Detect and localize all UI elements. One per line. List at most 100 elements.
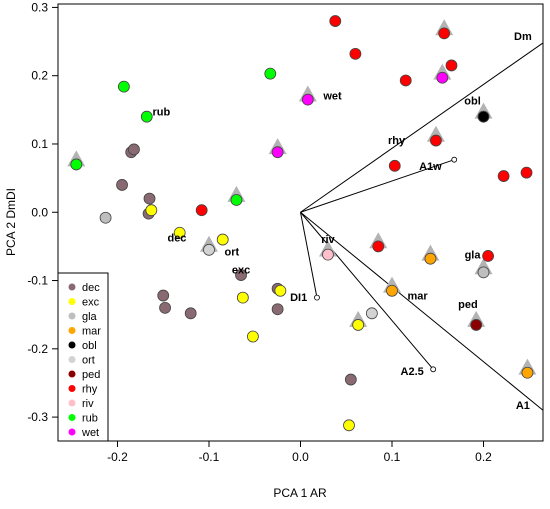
loading-vectors [300, 42, 544, 411]
point-rub [264, 67, 277, 80]
annotation-mar: mar [408, 291, 429, 303]
annotation-rub: rub [153, 106, 171, 118]
vector-line [300, 211, 434, 370]
annotation-rhy: rhy [388, 135, 406, 147]
legend-swatch-mar [68, 327, 76, 334]
annotation-ort: ort [225, 246, 240, 258]
point-dec [235, 269, 247, 281]
point-exc [236, 291, 249, 304]
point-dec [159, 301, 171, 314]
point-dec [128, 143, 140, 156]
legend-swatch-ort [68, 356, 76, 363]
point-rhy [195, 204, 208, 217]
annotation-DI1: DI1 [290, 292, 307, 304]
point-rhy [482, 250, 494, 262]
point-dec [184, 307, 197, 320]
vector-end-marker [430, 366, 437, 373]
point-mar [424, 252, 437, 265]
annotation-exc: exc [232, 265, 250, 277]
point-wet [301, 93, 314, 106]
point-dec [271, 303, 284, 316]
legend-label-obl: obl [82, 340, 97, 352]
y-tick-label: -0.2 [27, 342, 48, 356]
point-mar [521, 366, 534, 379]
annotation-dec: dec [167, 233, 186, 245]
point-dec [116, 179, 128, 191]
point-rhy [520, 166, 533, 179]
point-rub [117, 80, 130, 93]
legend-swatch-ped [68, 370, 76, 378]
group-labels: rub wet rhy obl dec ort exc riv gla mar ped Dm A1w DI… [153, 31, 532, 412]
point-ort [365, 307, 378, 320]
legend-swatch-obl [68, 341, 76, 349]
y-tick-label: 0.1 [31, 137, 48, 151]
annotation-obl: obl [464, 95, 481, 107]
legend-label-exc: exc [82, 297, 100, 309]
annotation-gla: gla [465, 250, 482, 262]
triangle-markers [67, 19, 537, 375]
point-ped [470, 319, 483, 331]
vector-end-marker [451, 156, 458, 163]
annotation-ped: ped [458, 299, 478, 311]
x-tick-label: 0.2 [475, 450, 492, 464]
data-points [70, 15, 534, 432]
point-gla [99, 211, 112, 224]
vector-line [300, 42, 544, 213]
legend-swatch-exc [68, 298, 76, 305]
point-rhy [349, 47, 362, 60]
point-rhy [438, 27, 451, 40]
legend-box [57, 272, 109, 442]
legend-label-riv: riv [82, 398, 94, 410]
point-rhy [372, 240, 385, 253]
legend-label-ort: ort [82, 355, 95, 367]
legend-label-mar: mar [82, 326, 101, 338]
legend-label-rub: rub [82, 413, 98, 425]
legend-label-dec: dec [82, 282, 100, 294]
x-axis: -0.2 -0.1 0.0 0.1 0.2 [107, 441, 492, 464]
point-exc [274, 284, 287, 297]
point-rhy [430, 134, 442, 147]
vector-line [300, 212, 318, 298]
vector-line [300, 211, 544, 411]
point-wet [271, 146, 284, 159]
point-rhy [388, 159, 401, 172]
point-rhy [445, 59, 458, 72]
point-exc [247, 330, 259, 343]
legend-swatch-dec [68, 283, 76, 291]
annotation-A2.5: A2.5 [401, 366, 424, 378]
point-mar [386, 284, 398, 297]
y-tick-label: -0.3 [27, 410, 48, 424]
y-axis: -0.3 -0.2 -0.1 0.0 0.1 0.2 0.3 [27, 0, 58, 424]
point-rhy [399, 74, 412, 87]
y-tick-label: -0.1 [27, 274, 48, 288]
legend-swatch-gla [68, 312, 76, 320]
legend-swatch-riv [68, 399, 76, 407]
point-obl [477, 110, 490, 123]
annotation-Dm: Dm [514, 31, 532, 43]
legend-label-ped: ped [82, 369, 100, 381]
point-dec [143, 192, 156, 205]
point-exc [173, 226, 186, 239]
point-exc [352, 319, 365, 331]
y-tick-label: 0.2 [31, 69, 48, 83]
point-riv [322, 248, 334, 261]
legend-swatch-rub [68, 414, 76, 421]
legend-swatch-rhy [68, 385, 76, 392]
point-rub [140, 110, 153, 123]
point-dec [344, 373, 357, 386]
point-rub [70, 158, 83, 171]
legend: dec exc gla mar obl ort ped rhy riv rub wet [57, 272, 109, 442]
point-rhy [497, 170, 510, 182]
point-wet [436, 71, 449, 84]
plot-frame [57, 3, 544, 442]
annotation-wet: wet [322, 91, 342, 103]
vector-line [300, 159, 455, 213]
point-ort [203, 243, 215, 256]
legend-label-wet: wet [81, 427, 99, 439]
x-axis-title: PCA 1 AR [273, 486, 327, 500]
y-tick-label: 0.0 [31, 205, 48, 219]
annotation-A1: A1 [516, 400, 530, 412]
x-tick-label: 0.0 [292, 450, 309, 464]
point-exc [216, 233, 229, 246]
